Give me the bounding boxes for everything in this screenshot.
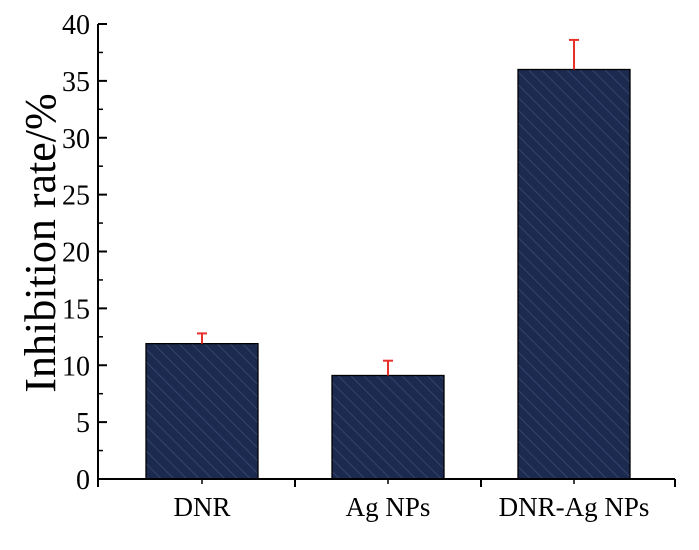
y-tick-label: 30 [62,124,90,155]
y-tick-label: 15 [62,294,90,325]
bar-dnr-ag-nps [517,68,631,480]
bars-layer [145,38,631,480]
y-tick-label: 10 [62,351,90,382]
x-tick-label: DNR [173,492,230,522]
y-tick-label: 35 [62,67,90,98]
bar-dnr [145,342,259,480]
bar-ag-nps [331,374,445,480]
axes-layer: DNR Ag NPs DNR-Ag NPs 0 5 10 15 20 25 30 35 40 [62,10,676,522]
x-tick-label: DNR-Ag NPs [499,492,650,522]
y-tick-label: 0 [76,465,90,496]
y-tick-label: 5 [76,408,90,439]
y-tick-label: 25 [62,181,90,212]
x-tick-label: Ag NPs [346,492,431,522]
y-tick-label: 40 [62,10,90,41]
y-tick-label: 20 [62,238,90,269]
y-axis-label: Inhibition rate/% [16,93,65,392]
